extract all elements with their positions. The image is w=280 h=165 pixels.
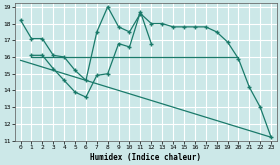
X-axis label: Humidex (Indice chaleur): Humidex (Indice chaleur) [90, 152, 201, 162]
